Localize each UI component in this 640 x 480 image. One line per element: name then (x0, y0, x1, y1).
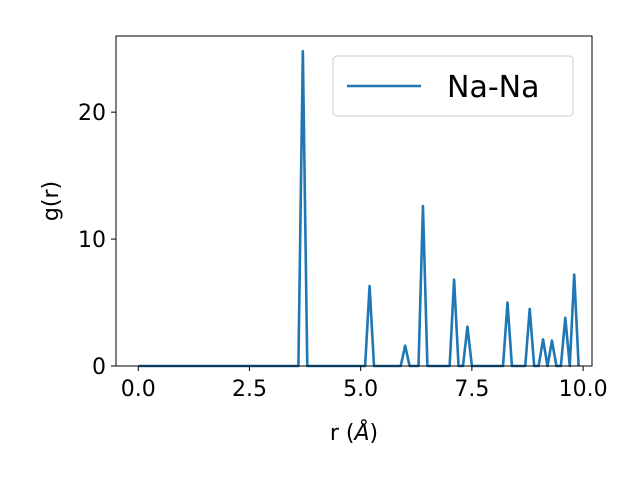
y-axis-label: g(r) (39, 181, 64, 221)
x-axis-label: r (Å) (330, 419, 378, 446)
x-tick-label: 0.0 (121, 377, 156, 402)
legend-box (332, 55, 574, 117)
series-line-0 (138, 49, 580, 368)
x-tick-label: 2.5 (232, 377, 267, 402)
x-tick-label: 10.0 (559, 377, 608, 402)
legend-label: Na-Na (447, 70, 539, 105)
y-tick-label: 10 (78, 228, 106, 253)
x-tick-label: 7.5 (454, 377, 489, 402)
x-axis-ticks: 0.0 2.5 5.0 7.5 10.0 (121, 366, 608, 402)
y-axis-ticks: 0 10 20 (78, 101, 116, 380)
y-tick-label: 0 (92, 355, 106, 380)
plot-area-frame (115, 35, 593, 367)
x-tick-label: 5.0 (343, 377, 378, 402)
legend: Na-Na (332, 55, 574, 117)
y-tick-label: 20 (78, 101, 106, 126)
